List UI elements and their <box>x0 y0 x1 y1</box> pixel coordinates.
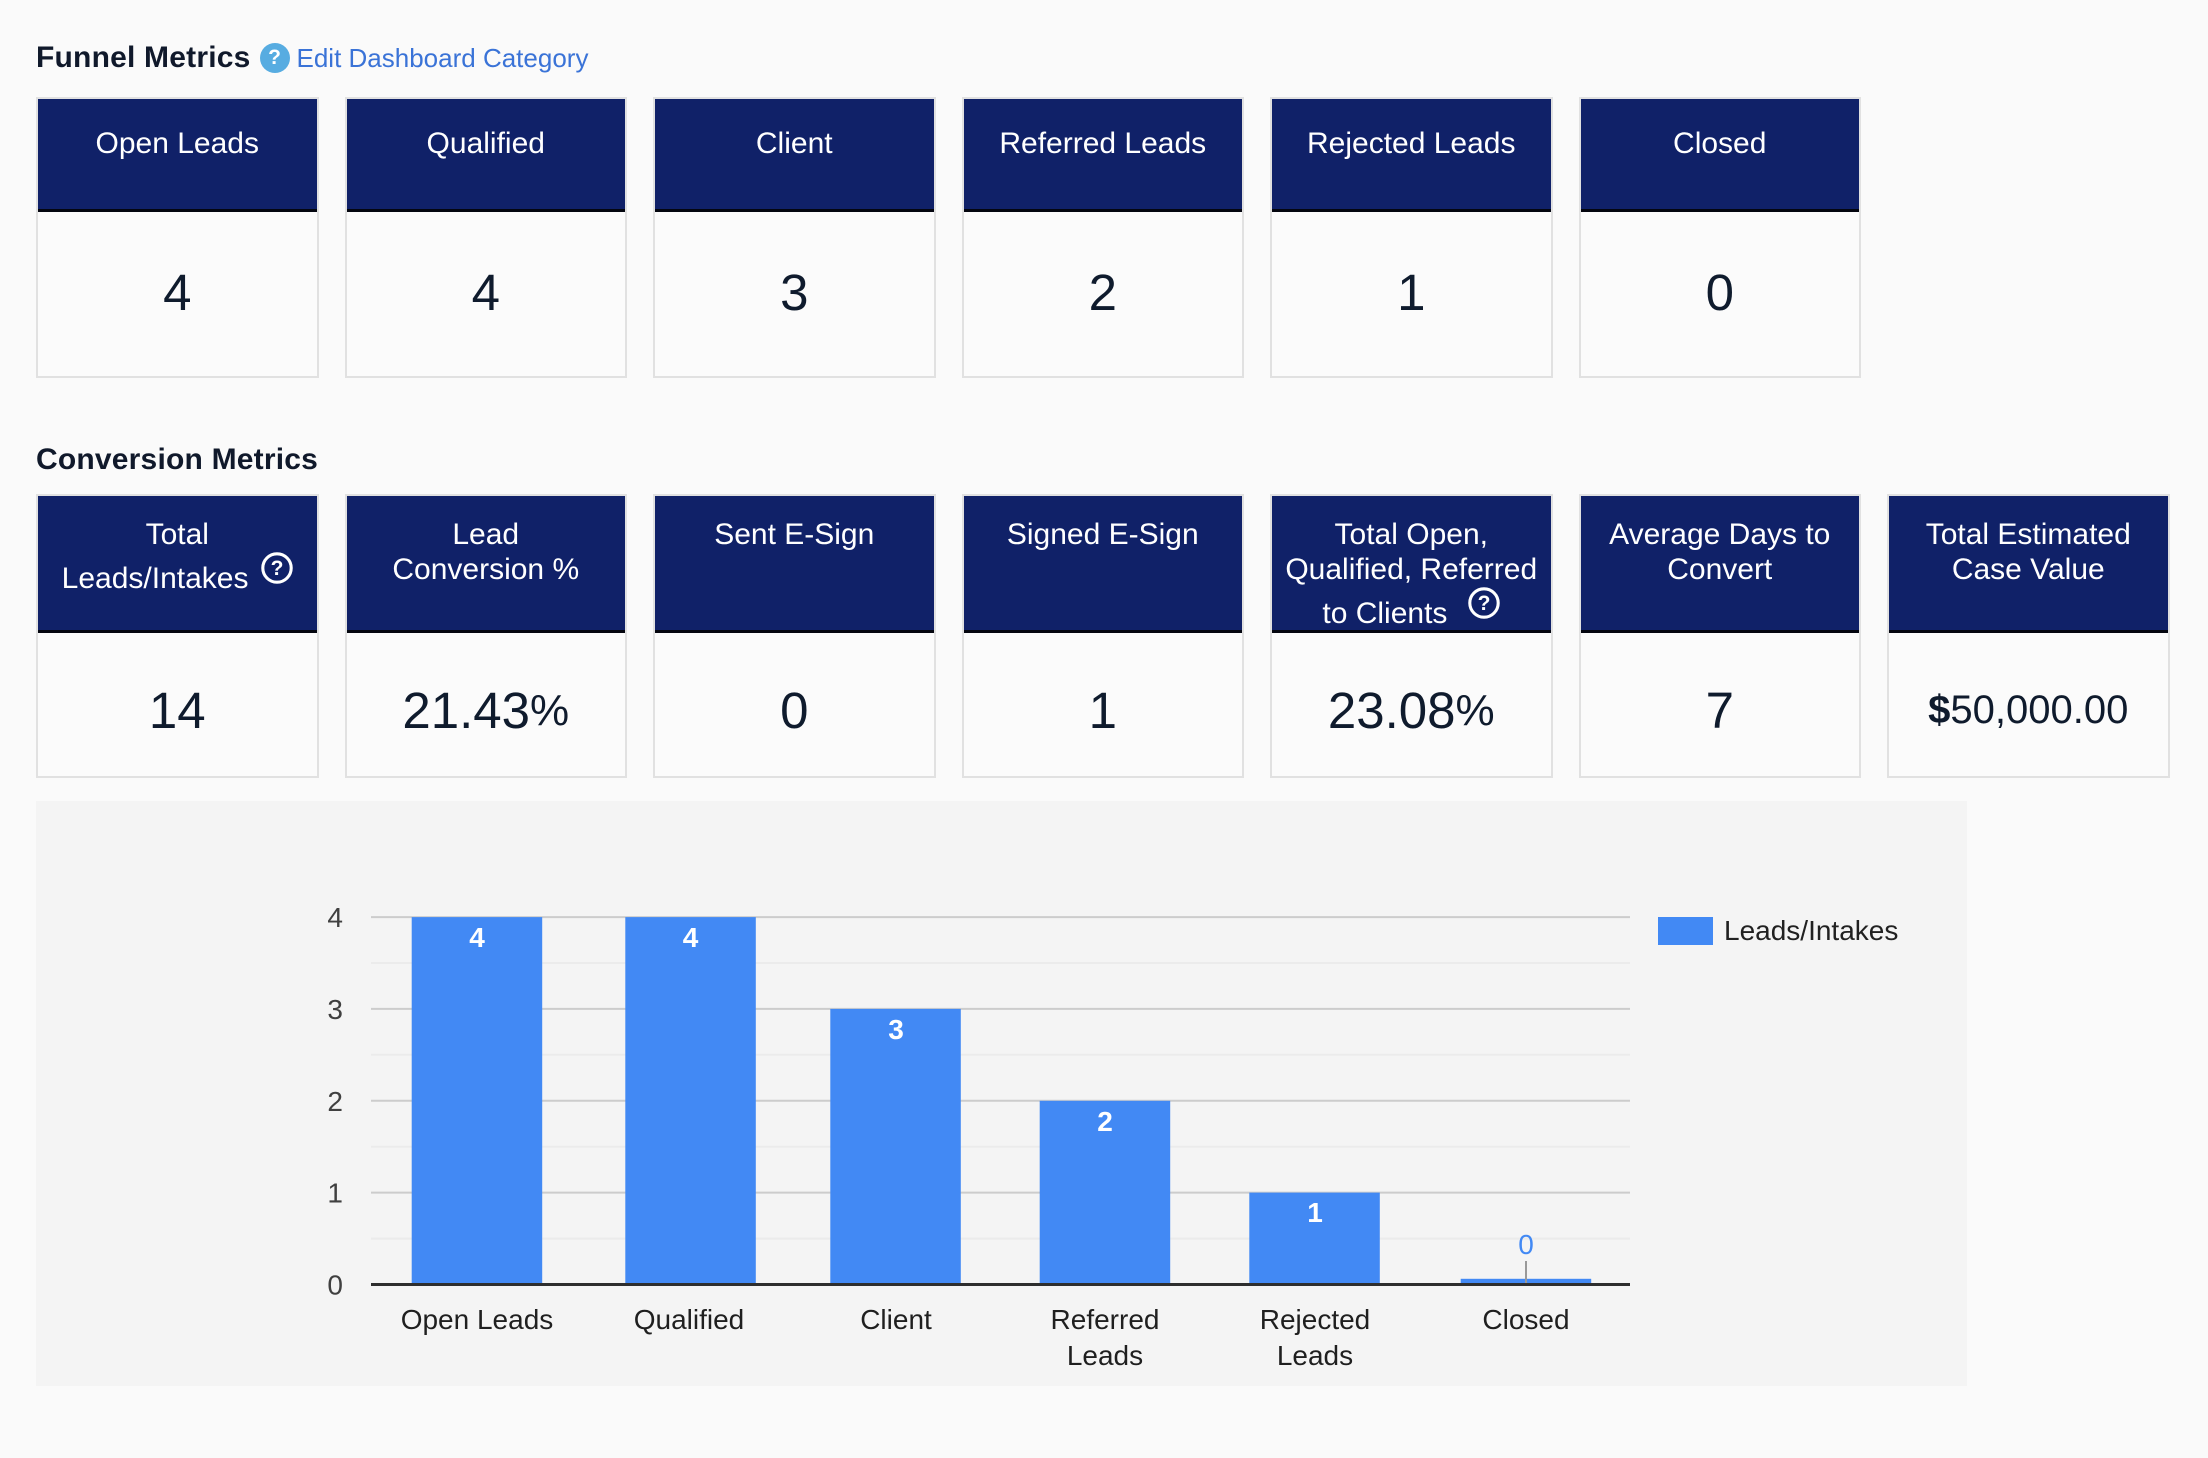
svg-text:Leads: Leads <box>1067 1340 1143 1371</box>
svg-text:Leads/Intakes: Leads/Intakes <box>1724 915 1898 946</box>
svg-text:Closed: Closed <box>1482 1304 1569 1335</box>
svg-text:?: ? <box>270 557 283 580</box>
svg-text:0: 0 <box>327 1270 343 1301</box>
svg-text:Referred: Referred <box>1051 1304 1160 1335</box>
svg-text:Open Leads: Open Leads <box>401 1304 554 1335</box>
svg-text:2: 2 <box>327 1086 343 1117</box>
svg-text:4: 4 <box>327 902 343 933</box>
svg-text:?: ? <box>1478 592 1491 615</box>
svg-text:3: 3 <box>327 994 343 1025</box>
svg-text:4: 4 <box>469 922 485 953</box>
svg-text:4: 4 <box>683 922 699 953</box>
svg-text:0: 0 <box>1518 1229 1534 1260</box>
svg-text:2: 2 <box>1097 1106 1113 1137</box>
svg-text:Leads: Leads <box>1277 1340 1353 1371</box>
svg-text:1: 1 <box>1307 1197 1323 1228</box>
svg-text:3: 3 <box>888 1014 904 1045</box>
svg-text:Qualified: Qualified <box>634 1304 745 1335</box>
svg-text:1: 1 <box>327 1178 343 1209</box>
svg-text:Rejected: Rejected <box>1260 1304 1371 1335</box>
svg-text:Client: Client <box>860 1304 932 1335</box>
